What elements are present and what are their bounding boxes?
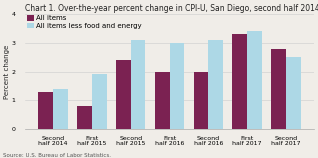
Bar [247, 31, 262, 129]
Bar [271, 49, 286, 129]
Bar [155, 72, 169, 129]
Bar [77, 106, 92, 129]
Y-axis label: Percent change: Percent change [4, 45, 10, 99]
Text: Source: U.S. Bureau of Labor Statistics.: Source: U.S. Bureau of Labor Statistics. [3, 153, 111, 158]
Bar [286, 57, 301, 129]
Bar [53, 89, 68, 129]
Bar [169, 43, 184, 129]
Bar [208, 40, 223, 129]
Bar [131, 40, 146, 129]
Bar [92, 75, 107, 129]
Bar [38, 92, 53, 129]
Bar [116, 60, 131, 129]
Legend: All items, All items less food and energy: All items, All items less food and energ… [27, 15, 141, 29]
Bar [194, 72, 208, 129]
Bar [232, 34, 247, 129]
Text: Chart 1. Over-the-year percent change in CPI-U, San Diego, second half 2014–seco: Chart 1. Over-the-year percent change in… [25, 4, 318, 13]
